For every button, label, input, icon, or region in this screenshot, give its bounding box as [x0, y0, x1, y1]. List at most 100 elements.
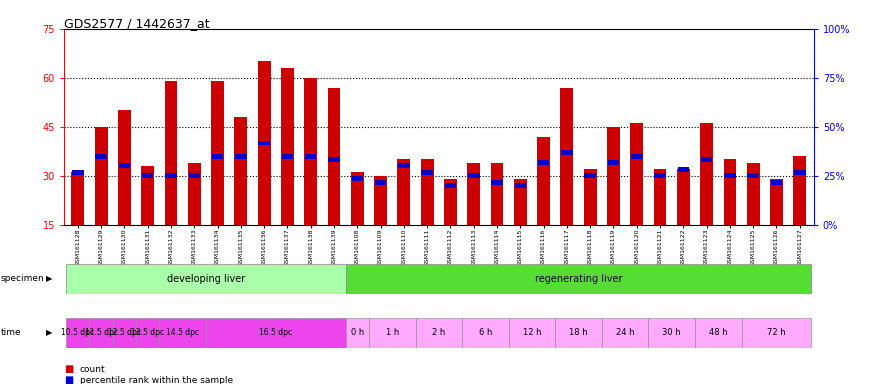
FancyBboxPatch shape — [695, 318, 741, 348]
Bar — [561, 151, 572, 155]
Bar — [561, 88, 573, 225]
Bar — [94, 127, 108, 225]
Bar — [141, 166, 154, 225]
Bar — [444, 183, 456, 188]
Bar — [630, 124, 643, 225]
Bar — [421, 159, 434, 225]
Text: 30 h: 30 h — [662, 328, 681, 337]
Bar — [771, 180, 782, 185]
Bar — [794, 170, 806, 175]
Bar — [282, 154, 293, 159]
FancyBboxPatch shape — [159, 318, 206, 348]
Bar — [211, 81, 224, 225]
FancyBboxPatch shape — [462, 318, 508, 348]
Bar — [374, 180, 387, 185]
FancyBboxPatch shape — [89, 318, 113, 348]
Text: 6 h: 6 h — [479, 328, 492, 337]
Bar — [397, 159, 410, 225]
Bar — [584, 173, 596, 178]
Bar — [234, 117, 248, 225]
Bar — [352, 177, 363, 181]
Bar — [724, 159, 737, 225]
Text: GDS2577 / 1442637_at: GDS2577 / 1442637_at — [64, 17, 209, 30]
Bar — [514, 179, 527, 225]
Bar — [607, 127, 620, 225]
FancyBboxPatch shape — [602, 318, 648, 348]
FancyBboxPatch shape — [66, 318, 89, 348]
Bar — [631, 154, 642, 159]
Bar — [258, 141, 270, 146]
Bar — [514, 183, 526, 188]
Text: developing liver: developing liver — [167, 274, 245, 284]
Bar — [422, 170, 433, 175]
Bar — [794, 156, 806, 225]
Text: regenerating liver: regenerating liver — [535, 274, 622, 284]
Bar — [398, 164, 410, 168]
Bar — [770, 179, 783, 225]
Bar — [212, 154, 223, 159]
Bar — [537, 137, 550, 225]
Text: 12.5 dpc: 12.5 dpc — [108, 328, 141, 337]
Bar — [119, 164, 130, 168]
Bar — [746, 163, 760, 225]
FancyBboxPatch shape — [346, 318, 369, 348]
Text: 18 h: 18 h — [570, 328, 588, 337]
Bar — [654, 169, 667, 225]
FancyBboxPatch shape — [648, 318, 695, 348]
Bar — [700, 124, 713, 225]
Text: 13.5 dpc: 13.5 dpc — [131, 328, 164, 337]
Bar — [701, 157, 712, 162]
Text: ■: ■ — [64, 364, 74, 374]
Text: ■: ■ — [64, 375, 74, 384]
Text: ▶: ▶ — [46, 328, 52, 337]
Bar — [491, 180, 503, 185]
Bar — [677, 167, 690, 172]
Text: time: time — [1, 328, 22, 337]
Bar — [444, 179, 457, 225]
Bar — [118, 111, 131, 225]
FancyBboxPatch shape — [369, 318, 416, 348]
Text: 12 h: 12 h — [522, 328, 542, 337]
Bar — [164, 81, 178, 225]
FancyBboxPatch shape — [416, 318, 462, 348]
Bar — [491, 163, 503, 225]
Bar — [305, 154, 317, 159]
Text: 0 h: 0 h — [351, 328, 364, 337]
Bar — [467, 163, 480, 225]
Text: 10.5 dpc: 10.5 dpc — [61, 328, 94, 337]
Bar — [188, 173, 200, 178]
FancyBboxPatch shape — [556, 318, 602, 348]
Bar — [724, 173, 736, 178]
Bar — [258, 61, 270, 225]
Text: 24 h: 24 h — [616, 328, 634, 337]
Text: 2 h: 2 h — [432, 328, 445, 337]
Text: ▶: ▶ — [46, 274, 52, 283]
Text: 16.5 dpc: 16.5 dpc — [259, 328, 292, 337]
FancyBboxPatch shape — [508, 318, 556, 348]
Text: 14.5 dpc: 14.5 dpc — [166, 328, 200, 337]
Text: 48 h: 48 h — [709, 328, 728, 337]
Bar — [188, 163, 200, 225]
Bar — [142, 173, 153, 178]
Bar — [608, 160, 620, 165]
Text: percentile rank within the sample: percentile rank within the sample — [80, 376, 233, 384]
Bar — [351, 172, 364, 225]
Bar — [304, 78, 317, 225]
Bar — [281, 68, 294, 225]
Text: 72 h: 72 h — [767, 328, 786, 337]
Bar — [654, 173, 666, 178]
Bar — [95, 154, 107, 159]
FancyBboxPatch shape — [206, 318, 346, 348]
FancyBboxPatch shape — [136, 318, 159, 348]
Bar — [328, 157, 340, 162]
Text: 11.5 dpc: 11.5 dpc — [85, 328, 117, 337]
Bar — [538, 160, 550, 165]
Bar — [747, 173, 759, 178]
Bar — [235, 154, 247, 159]
Text: specimen: specimen — [1, 274, 45, 283]
FancyBboxPatch shape — [113, 318, 136, 348]
FancyBboxPatch shape — [66, 264, 346, 294]
Bar — [72, 172, 84, 225]
Text: 1 h: 1 h — [386, 328, 399, 337]
Bar — [584, 169, 597, 225]
